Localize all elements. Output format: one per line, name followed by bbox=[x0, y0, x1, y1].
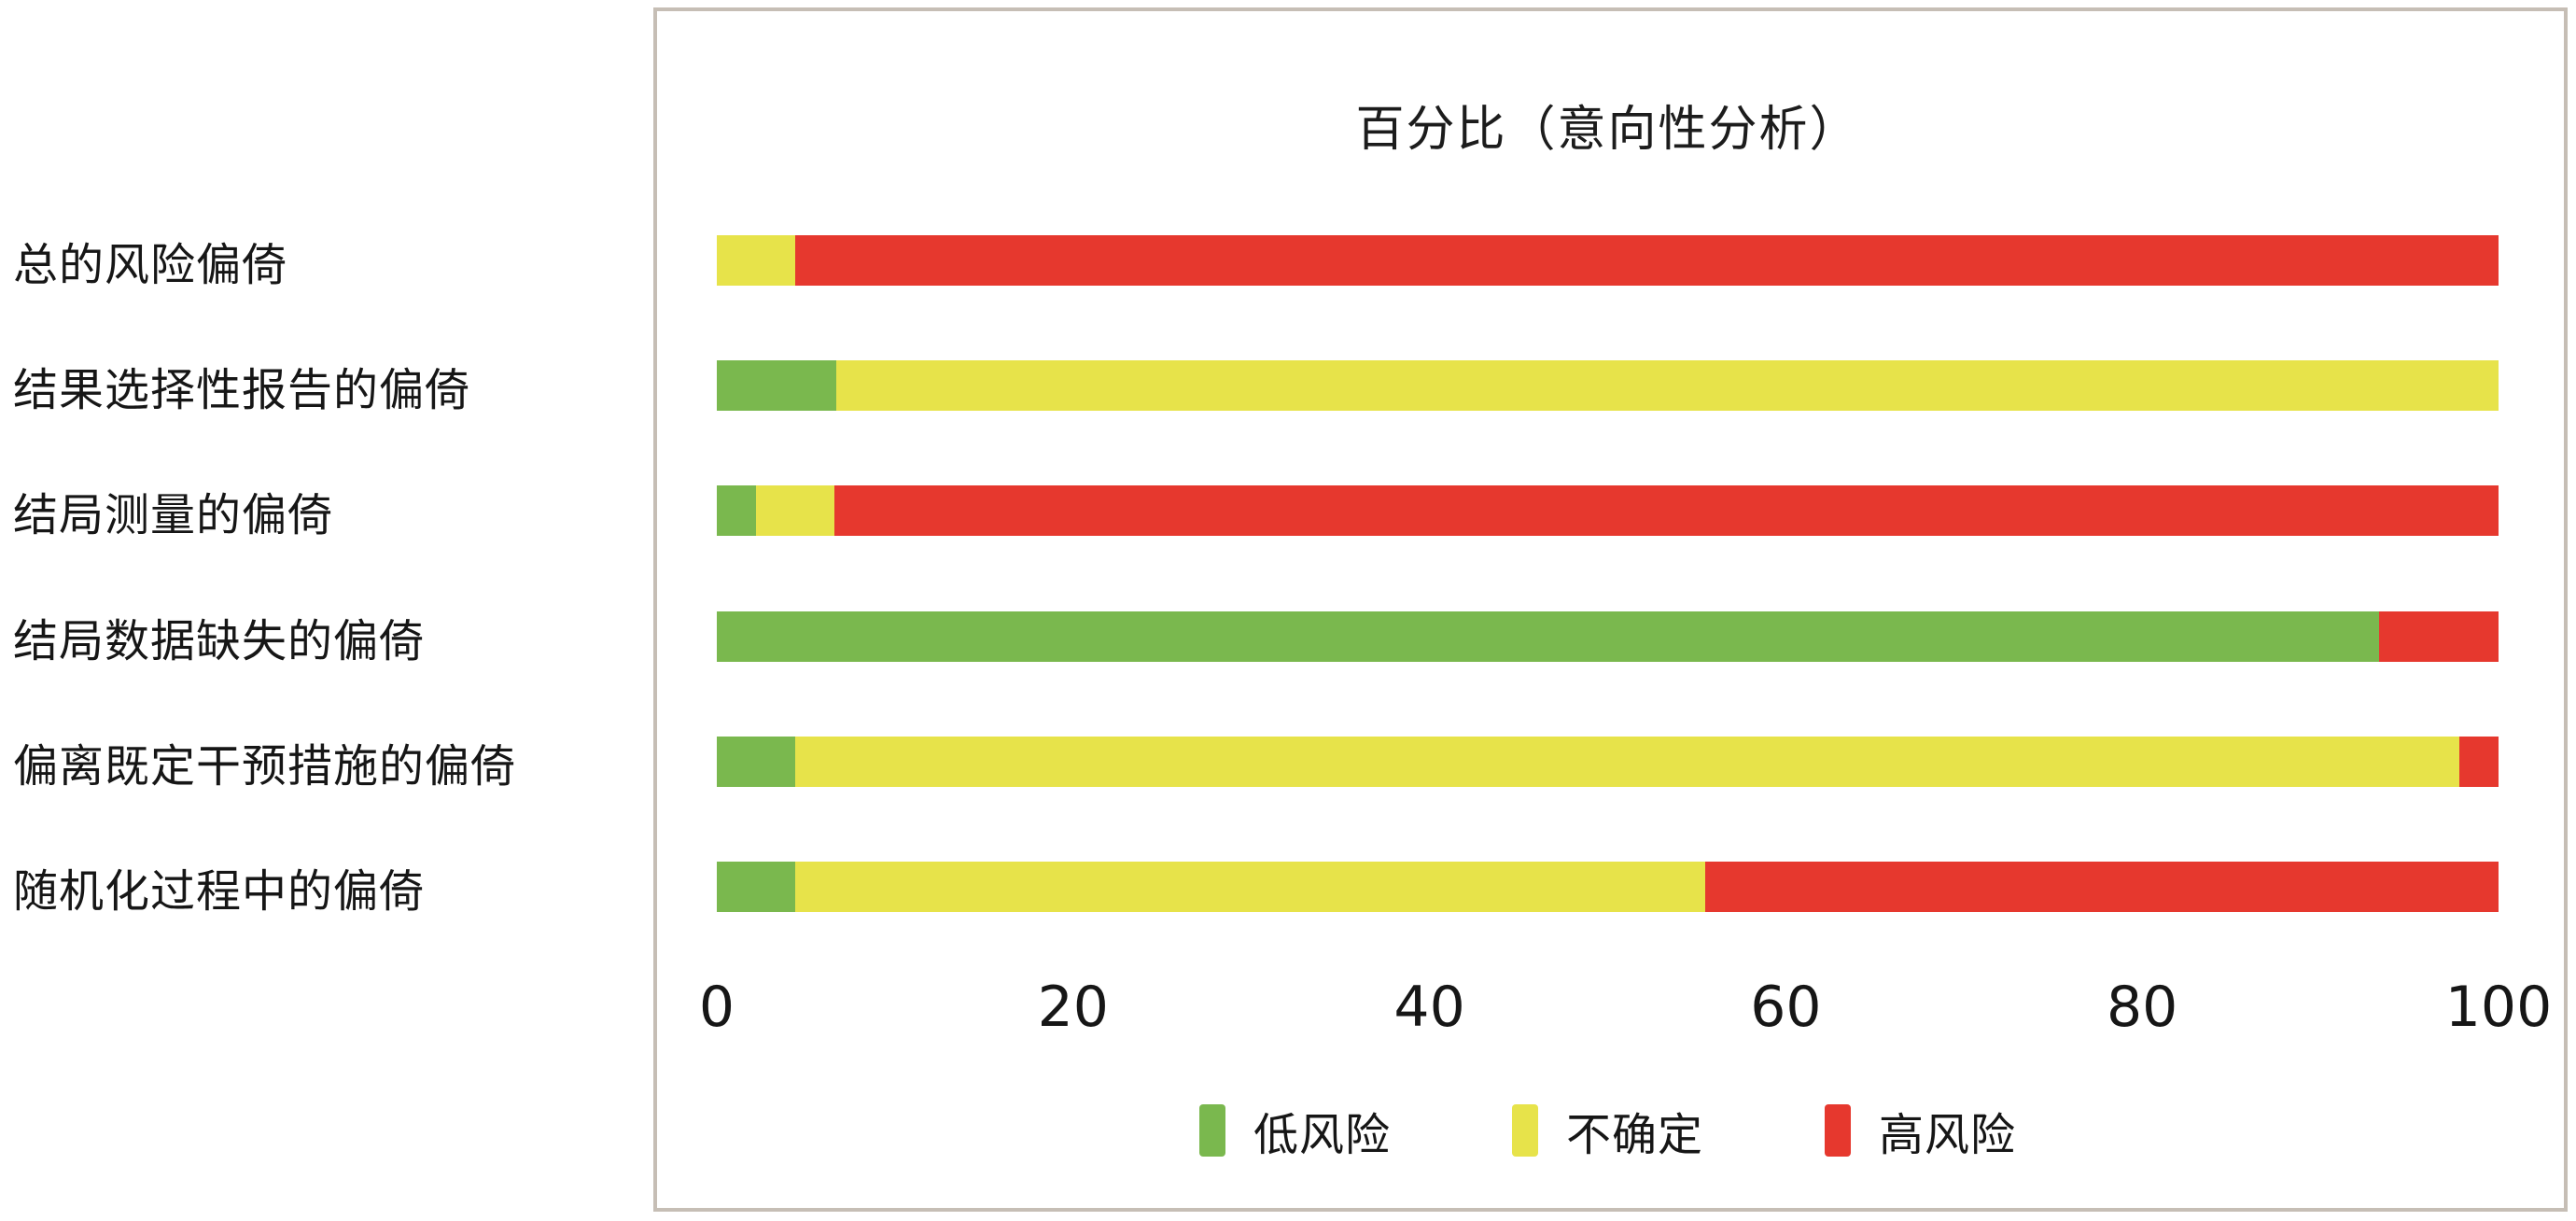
bar-segment-unclear bbox=[835, 360, 2499, 412]
bar-segment-high-risk bbox=[1705, 862, 2499, 912]
bar-row bbox=[717, 235, 2499, 286]
bar-segment-unclear bbox=[755, 485, 834, 537]
bar-segment-low-risk bbox=[717, 360, 836, 412]
x-axis-tick-label: 80 bbox=[2107, 975, 2178, 1040]
legend-label: 低风险 bbox=[1253, 1109, 1391, 1161]
bar-segment-high-risk bbox=[833, 485, 2499, 537]
legend-swatch-unclear bbox=[1511, 1104, 1538, 1157]
legend-swatch-low-risk bbox=[1198, 1104, 1225, 1157]
x-axis-tick-label: 20 bbox=[1037, 975, 1109, 1040]
x-axis-tick-label: 60 bbox=[1750, 975, 1822, 1040]
bar-row bbox=[717, 862, 2499, 912]
category-label: 总的风险偏倚 bbox=[13, 239, 288, 291]
legend: 低风险 不确定 高风险 bbox=[717, 1098, 2499, 1163]
bar-row bbox=[717, 610, 2499, 662]
x-axis-tick-label: 40 bbox=[1393, 975, 1465, 1040]
bar-segment-unclear bbox=[717, 235, 795, 286]
category-label: 结果选择性报告的偏倚 bbox=[13, 364, 471, 417]
category-label: 结局测量的偏倚 bbox=[13, 489, 334, 542]
category-label: 结局数据缺失的偏倚 bbox=[13, 614, 426, 667]
legend-item-high-risk: 高风险 bbox=[1825, 1098, 2016, 1163]
x-axis-tick-label: 0 bbox=[698, 975, 735, 1040]
legend-label: 不确定 bbox=[1565, 1109, 1703, 1161]
bar-segment-high-risk bbox=[794, 235, 2499, 286]
bar-row bbox=[717, 360, 2499, 412]
legend-item-unclear: 不确定 bbox=[1511, 1098, 1703, 1163]
bar-segment-low-risk bbox=[717, 862, 795, 912]
legend-item-low-risk: 低风险 bbox=[1198, 1098, 1391, 1163]
bar-segment-high-risk bbox=[2458, 736, 2499, 787]
chart-frame bbox=[653, 7, 2568, 1212]
chart-title: 百分比（意向性分析） bbox=[1355, 102, 1860, 158]
x-axis-tick-label: 100 bbox=[2444, 975, 2553, 1040]
category-label: 随机化过程中的偏倚 bbox=[13, 865, 426, 918]
bar-segment-unclear bbox=[794, 862, 1706, 912]
category-label: 偏离既定干预措施的偏倚 bbox=[13, 739, 517, 793]
bar-segment-high-risk bbox=[2379, 610, 2499, 662]
bar-segment-low-risk bbox=[717, 736, 795, 787]
bar-segment-low-risk bbox=[717, 485, 756, 537]
legend-swatch-high-risk bbox=[1825, 1104, 1851, 1157]
bar-row bbox=[717, 485, 2499, 537]
bar-segment-low-risk bbox=[717, 610, 2380, 662]
legend-label: 高风险 bbox=[1879, 1109, 2017, 1161]
bar-row bbox=[717, 736, 2499, 787]
bar-segment-unclear bbox=[794, 736, 2459, 787]
